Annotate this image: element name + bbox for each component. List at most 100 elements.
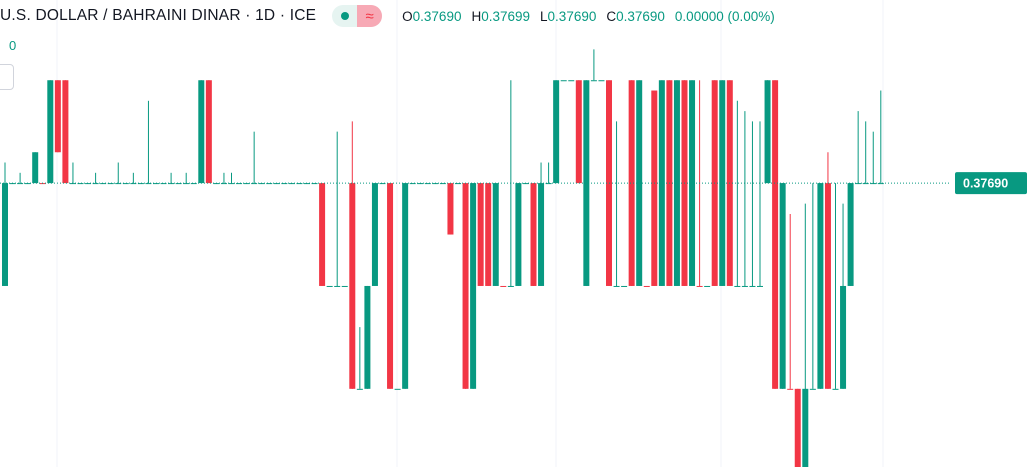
candle-body — [205, 80, 212, 184]
last-price-label: 0.37690 — [963, 176, 1008, 190]
candle-body — [394, 388, 401, 390]
candle-body — [439, 183, 446, 185]
candle-body — [107, 183, 114, 185]
candle-body — [122, 183, 129, 185]
high-value: 0.37699 — [481, 8, 531, 24]
candle-body — [62, 80, 69, 184]
candle-body — [236, 183, 243, 185]
candle-body — [507, 285, 514, 287]
candle-body — [145, 183, 152, 185]
candle-body — [515, 183, 522, 286]
candle-body — [538, 183, 545, 286]
candle-body — [689, 80, 696, 286]
close-value: 0.37690 — [616, 8, 665, 24]
candle-body — [130, 183, 137, 185]
candle-body — [85, 183, 92, 185]
collapse-button[interactable] — [0, 64, 14, 90]
candle-body — [296, 183, 303, 185]
candle-body — [190, 183, 197, 185]
close-key: C — [606, 8, 617, 24]
candle-body — [824, 183, 831, 389]
candle-body — [628, 80, 635, 286]
candle-body — [832, 388, 839, 390]
candle-body — [319, 183, 326, 286]
candle-body — [794, 388, 801, 467]
candle-body — [304, 183, 310, 185]
candle-body — [32, 152, 39, 184]
candle-body — [545, 183, 552, 185]
candle-body — [470, 183, 477, 389]
last-price-box — [955, 172, 1027, 195]
candle-body — [673, 80, 680, 286]
candle-body — [764, 80, 771, 184]
candle-body — [741, 285, 748, 287]
volume-value: 0 — [9, 38, 17, 53]
candle-body — [862, 183, 869, 185]
candle-body — [560, 80, 567, 82]
candle-body — [847, 183, 854, 286]
candle-body — [266, 183, 273, 185]
open-value: 0.37690 — [412, 8, 462, 24]
candle-body — [402, 183, 409, 389]
candle-body — [356, 388, 363, 390]
legend-bar: U.S. DOLLAR / BAHRAINI DINAR · 1D · ICE … — [0, 4, 775, 28]
candle-body — [424, 183, 431, 185]
candle-body — [598, 80, 605, 82]
candle-body — [92, 183, 99, 185]
candle-body — [809, 388, 816, 390]
candle-body — [137, 183, 144, 185]
candle-body — [100, 183, 107, 185]
candle-body — [281, 183, 288, 185]
candle-body — [643, 285, 650, 287]
candle-body — [553, 80, 560, 184]
candle-body — [802, 388, 809, 467]
candle-body — [198, 80, 205, 184]
candle-body — [492, 183, 499, 286]
candle-body — [696, 285, 703, 287]
candle-body — [47, 80, 54, 184]
candle-body — [877, 183, 884, 185]
candle-body — [779, 183, 786, 389]
candle-body — [175, 183, 182, 185]
candle-body — [840, 285, 847, 389]
candle-body — [311, 183, 318, 185]
candle-body — [568, 80, 575, 82]
candle-body — [409, 183, 416, 185]
candle-body — [749, 285, 756, 287]
candle-body — [349, 183, 356, 389]
candle-body — [371, 183, 378, 286]
time-grid — [56, 0, 884, 467]
candle-body — [817, 183, 824, 389]
candle-body — [115, 183, 122, 185]
candle-body — [477, 183, 484, 286]
low-value: 0.37690 — [547, 8, 597, 24]
open-key: O — [402, 8, 413, 24]
candle-body — [575, 80, 582, 184]
candle-body — [530, 183, 537, 286]
candle-body — [787, 388, 794, 390]
candle-body — [485, 183, 492, 286]
candle-body — [772, 80, 779, 389]
candle-body — [379, 183, 386, 185]
candle-body — [334, 285, 341, 287]
candle-body — [54, 80, 61, 153]
candle-body — [2, 183, 8, 286]
candle-body — [613, 285, 620, 287]
candle-body — [590, 80, 597, 82]
candle-body — [704, 285, 711, 287]
candle-body — [341, 285, 348, 287]
candle-body — [17, 183, 24, 185]
candle-body — [500, 285, 507, 287]
candle-body — [77, 183, 84, 185]
symbol-title[interactable]: U.S. DOLLAR / BAHRAINI DINAR · 1D · ICE — [0, 7, 317, 24]
status-pill[interactable]: ≈ — [332, 5, 383, 27]
candle-body — [364, 285, 371, 389]
change-value: 0.00000 (0.00%) — [674, 8, 775, 24]
candle-body — [387, 183, 394, 389]
candle-body — [447, 183, 454, 235]
candle-body — [658, 80, 665, 286]
candle-body — [251, 183, 258, 185]
candle-body — [326, 285, 333, 287]
candle-body — [583, 80, 590, 286]
